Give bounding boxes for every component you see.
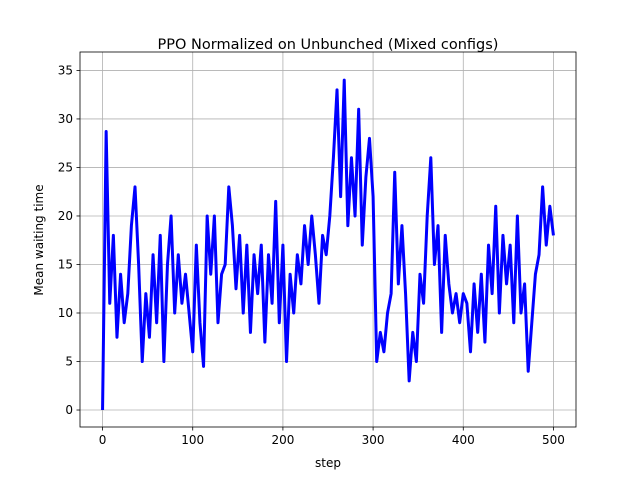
y-tick-label: 5 bbox=[65, 355, 73, 369]
chart-title: PPO Normalized on Unbunched (Mixed confi… bbox=[158, 37, 499, 53]
y-tick-label: 35 bbox=[58, 63, 73, 77]
x-tick-label: 200 bbox=[271, 433, 294, 447]
data-line bbox=[101, 78, 555, 411]
y-tick-label: 0 bbox=[65, 403, 73, 417]
x-axis-label: step bbox=[315, 456, 341, 470]
y-tick-label: 20 bbox=[58, 209, 73, 223]
y-tick-label: 25 bbox=[58, 160, 73, 174]
y-tick-label: 30 bbox=[58, 112, 73, 126]
grid bbox=[80, 52, 576, 427]
y-tick-label: 15 bbox=[58, 257, 73, 271]
x-tick-label: 400 bbox=[452, 433, 475, 447]
x-tick-label: 100 bbox=[181, 433, 204, 447]
x-tick-label: 300 bbox=[362, 433, 385, 447]
y-axis-label: Mean waiting time bbox=[32, 184, 46, 295]
x-tick-label: 0 bbox=[99, 433, 107, 447]
plot-area bbox=[101, 78, 555, 411]
y-tick-label: 10 bbox=[58, 306, 73, 320]
x-tick-label: 500 bbox=[542, 433, 565, 447]
axes-frame bbox=[79, 51, 577, 428]
